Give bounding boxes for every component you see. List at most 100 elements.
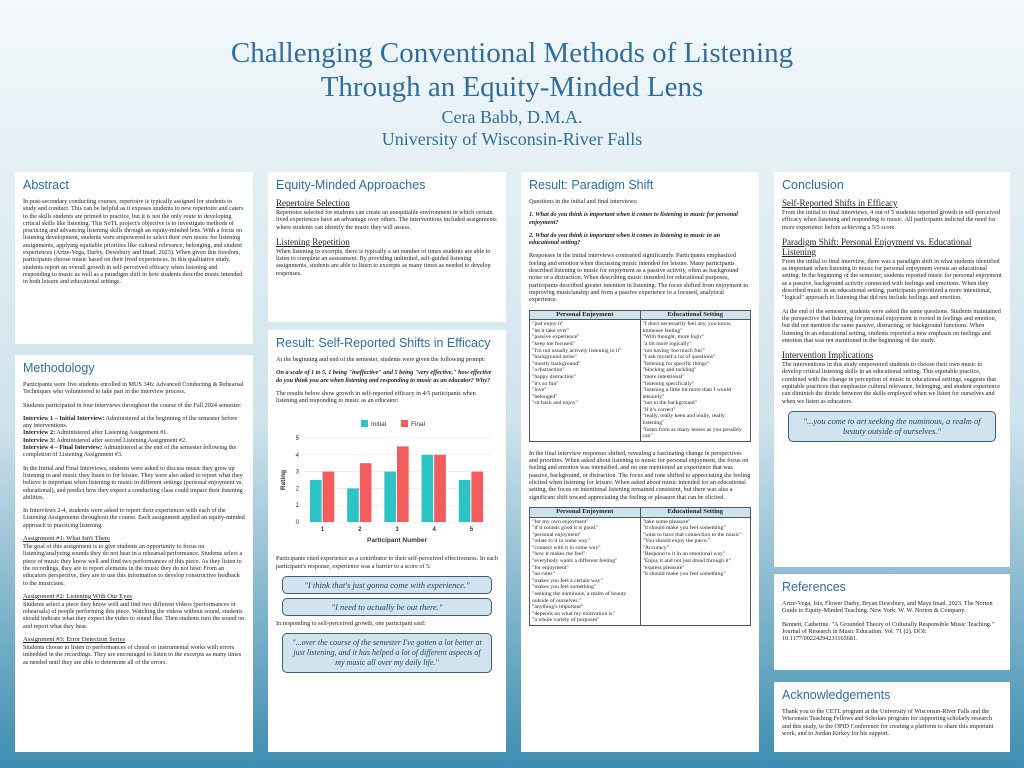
table-cell-quote: "passive experience" xyxy=(532,334,580,341)
table-cell-quote: "happy distraction" xyxy=(532,373,576,380)
quote-experience: "I think that's just gonna come with exp… xyxy=(282,576,492,595)
table-header: Personal Enjoyment xyxy=(529,309,641,321)
efficacy-p4: In responding to self-perceived growth, … xyxy=(276,620,426,628)
table-cell-quote: "listening specifically" xyxy=(642,380,695,387)
table-cell-quote: "relate to it in some way" xyxy=(532,538,590,545)
equity-heading: Equity-Minded Approaches xyxy=(276,178,426,192)
acknowledgements-text: Thank you to the CETL program at the Uni… xyxy=(782,708,994,737)
conclusion-s2-text2: At the end of the semester, students wer… xyxy=(782,307,1001,344)
table-cell-quote: "a distraction" xyxy=(532,367,565,374)
paradigm-intro: Questions in the initial and final inter… xyxy=(529,198,638,205)
table-cell-quote: "sit back and enjoy" xyxy=(532,400,578,407)
affiliation: University of Wisconsin-River Falls xyxy=(381,129,643,149)
interview-list: Interview 1 – Initial Interview: Adminis… xyxy=(23,415,245,459)
table-cell-quote: "for enjoyment" xyxy=(532,564,569,571)
table-cell-quote: "seeking the numinous, a realm of beauty… xyxy=(532,591,627,604)
legend-swatch xyxy=(361,420,368,428)
paradigm-p1: Responses in the initial interviews cont… xyxy=(529,252,749,304)
y-tick-label: 0 xyxy=(296,520,300,526)
y-tick-label: 2 xyxy=(296,487,300,493)
personal-column: "just enjoy it" "let it take over" "passiv… xyxy=(529,319,641,442)
reference-1: Artze-Vega, Isis, Flower Darby, Bryan De… xyxy=(782,600,993,615)
poster-title-line2: Through an Equity-Minded Lens xyxy=(320,71,704,103)
table-cell-quote: "I'm not usually actively listening to i… xyxy=(532,347,622,354)
efficacy-p3: Participants cited experience as a contr… xyxy=(276,555,498,570)
table-cell-quote: "makes you feel something" xyxy=(532,584,597,591)
table-cell-quote: "a bit more logically" xyxy=(642,340,692,347)
quote-numinous: "...you come to art seeking the numinous… xyxy=(788,410,996,442)
efficacy-p1: At the beginning and end of the semester… xyxy=(276,356,486,363)
x-tick-label: 4 xyxy=(433,527,437,533)
assignment1-title: Assignment #1: What Isn't There xyxy=(23,535,111,543)
table-header: Educational Setting xyxy=(639,309,751,321)
abstract-panel: Abstract In post-secondary conducting co… xyxy=(15,172,253,344)
bar-initial xyxy=(309,480,322,523)
table-cell-quote: "mostly background" xyxy=(532,360,581,367)
conclusion-s3-text: The interventions in this study empowere… xyxy=(782,361,1001,405)
assignment3-title: Assignment #3: Error Detection Series xyxy=(23,636,126,644)
equity-panel: Equity-Minded Approaches Repertoire Sele… xyxy=(268,172,506,322)
efficacy-panel: Result: Self-Reported Shifts in Efficacy… xyxy=(268,330,506,752)
bar-final xyxy=(434,455,446,523)
references-panel: References Artze-Vega, Isis, Flower Darb… xyxy=(774,574,1010,670)
acknowledgements-heading: Acknowledgements xyxy=(782,688,891,702)
table-cell-quote: "connect with it in some way" xyxy=(532,544,601,551)
reference-2: Bennett, Catherine. "A Grounded Theory o… xyxy=(782,620,994,643)
methodology-p4: In Interviews 2-4, students were asked t… xyxy=(23,507,245,529)
table-cell-quote: "I don't necessarily feel any, you know,… xyxy=(642,321,732,334)
interview-item: Interview 3: Administered after second L… xyxy=(23,436,187,444)
assignment1-text: The goal of this assignment is to give s… xyxy=(23,543,243,587)
table-cell-quote: "it's so fun" xyxy=(532,380,559,387)
repertoire-text: Repertoire selected for students can cre… xyxy=(276,209,497,231)
table-header: Personal Enjoyment xyxy=(529,506,641,518)
x-tick-label: 2 xyxy=(358,527,362,533)
conclusion-s1-text: From the initial to final interviews, 4 … xyxy=(782,209,1001,231)
table-cell-quote: "Respond to it in an emotional way" xyxy=(642,551,726,558)
interview-item: Interview 1 – Initial Interview: Adminis… xyxy=(23,414,238,430)
table-cell-quote: "keep me focused" xyxy=(532,340,575,347)
table-cell-quote: "not having 'too much fun'" xyxy=(642,347,706,354)
conclusion-panel: Conclusion Self-Reported Shifts in Effic… xyxy=(774,172,1010,567)
x-tick-label: 1 xyxy=(321,527,325,533)
table-cell-quote: "You should enjoy the piece." xyxy=(642,538,711,545)
conclusion-s3-title: Intervention Implications xyxy=(782,350,874,361)
repetition-title: Listening Repetition xyxy=(276,236,350,247)
methodology-p2: Students participated in four interviews… xyxy=(23,401,242,409)
x-tick-label: 3 xyxy=(395,527,399,533)
bar-initial xyxy=(421,455,434,523)
x-axis-label: Participant Number xyxy=(367,537,427,544)
educational-column: "take some pleasure" "it should make you … xyxy=(639,516,751,627)
table-cell-quote: "no rules" xyxy=(532,571,555,578)
table-cell-quote: "really, really keen and really, really … xyxy=(642,413,725,427)
efficacy-heading: Result: Self-Reported Shifts in Efficacy xyxy=(276,336,491,350)
interview-item: Interview 4 – Final Interview: Administe… xyxy=(23,444,237,459)
abstract-heading: Abstract xyxy=(23,178,69,192)
acknowledgements-panel: Acknowledgements Thank you to the CETL p… xyxy=(774,682,1010,752)
table-cell-quote: "depends on what my motivation is" xyxy=(532,610,615,617)
x-tick-label: 5 xyxy=(470,527,474,533)
methodology-p3: In the Initial and Final Interviews, stu… xyxy=(23,464,244,501)
table-cell-quote: "makes you feel a certain way" xyxy=(532,577,603,584)
efficacy-p2: The results below show growth in self-re… xyxy=(276,389,476,405)
y-axis-label: Rating xyxy=(280,470,287,490)
table-cell-quote: "take some pleasure" xyxy=(642,518,691,525)
question-1: 1. What do you think is important when i… xyxy=(529,211,738,226)
table-cell-quote: "not in the background" xyxy=(642,400,697,407)
table-cell-quote: "more intentional" xyxy=(642,373,685,380)
table-cell-quote: "personal enjoyment" xyxy=(532,531,582,538)
assignment3-text: Students choose to listen to performance… xyxy=(23,644,242,666)
table-cell-quote: "express pleasure" xyxy=(642,564,685,571)
table-cell-quote: "let it take over" xyxy=(532,327,570,334)
conclusion-s2-title: Paradigm Shift: Personal Enjoyment vs. E… xyxy=(782,236,972,257)
table-cell-quote: "blocking and tackling" xyxy=(642,367,697,374)
assignment2-title: Assignment #2: Listening With Our Eyes xyxy=(23,592,132,600)
table-cell-quote: "anything's important" xyxy=(532,604,584,611)
table-cell-quote: "want to have that connection to the mus… xyxy=(642,531,742,538)
initial-responses-table: Personal Enjoyment Educational Setting "j… xyxy=(529,309,751,442)
conclusion-s2-text: From the initial to final interview, the… xyxy=(782,257,1002,302)
quote-growth: "...over the course of the semester I've… xyxy=(282,633,492,674)
table-cell-quote: "listening for specific things" xyxy=(642,360,710,367)
conclusion-s1-title: Self-Reported Shifts in Efficacy xyxy=(782,198,898,208)
legend-label: Initial xyxy=(371,421,387,428)
personal-column: "for my own enjoyment" "if it sounds good… xyxy=(529,516,641,627)
